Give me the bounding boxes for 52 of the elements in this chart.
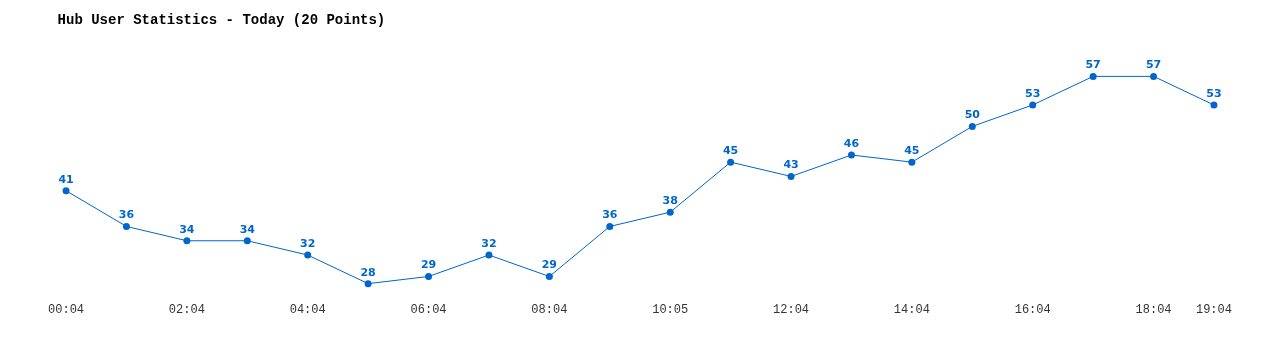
point [1210,101,1218,109]
data-label: 29 [541,258,558,272]
point [485,251,493,259]
point [1089,72,1097,80]
point [1150,72,1158,80]
data-label: 34 [239,222,256,236]
point [606,222,614,230]
point [364,280,372,288]
point [787,172,795,180]
data-label: 36 [118,208,135,222]
point [968,122,976,130]
point [727,158,735,166]
data-label: 38 [662,194,678,208]
data-label: 36 [602,208,618,222]
data-label: 41 [58,172,74,186]
point [908,158,916,166]
point [122,222,130,230]
x-tick-label: 08:04 [531,303,568,317]
data-label: 32 [300,236,316,250]
data-label: 57 [1085,58,1101,72]
point [183,237,191,245]
data-label: 46 [843,136,860,150]
point [847,151,855,159]
x-tick-label: 14:04 [893,303,930,317]
data-label: 45 [722,144,739,158]
point [545,272,553,280]
point [1029,101,1037,109]
data-label: 50 [964,108,981,122]
x-tick-label: 06:04 [410,303,447,317]
x-tick-label: 04:04 [289,303,326,317]
data-label: 45 [904,144,920,158]
data-label: 29 [420,258,437,272]
data-label: 32 [481,236,497,250]
x-tick-label: 02:04 [168,303,205,317]
point [62,187,70,195]
chart-title: Hub User Statistics - Today (20 Points) [57,11,386,28]
x-tick-label: 00:04 [48,303,85,317]
point [243,237,251,245]
data-label: 34 [179,222,195,236]
data-label: 43 [783,158,799,172]
point [304,251,312,259]
data-label: 28 [360,265,376,279]
data-label: 53 [1206,86,1222,100]
point [425,272,433,280]
x-tick-label: 18:04 [1135,303,1172,317]
x-tick-label: 10:05 [652,303,689,317]
data-label: 57 [1145,58,1162,72]
point [666,208,674,216]
x-tick-label: 12:04 [773,303,810,317]
data-label: 53 [1025,86,1041,100]
x-tick-label: 19:04 [1195,303,1232,317]
x-tick-label: 16:04 [1014,303,1051,317]
